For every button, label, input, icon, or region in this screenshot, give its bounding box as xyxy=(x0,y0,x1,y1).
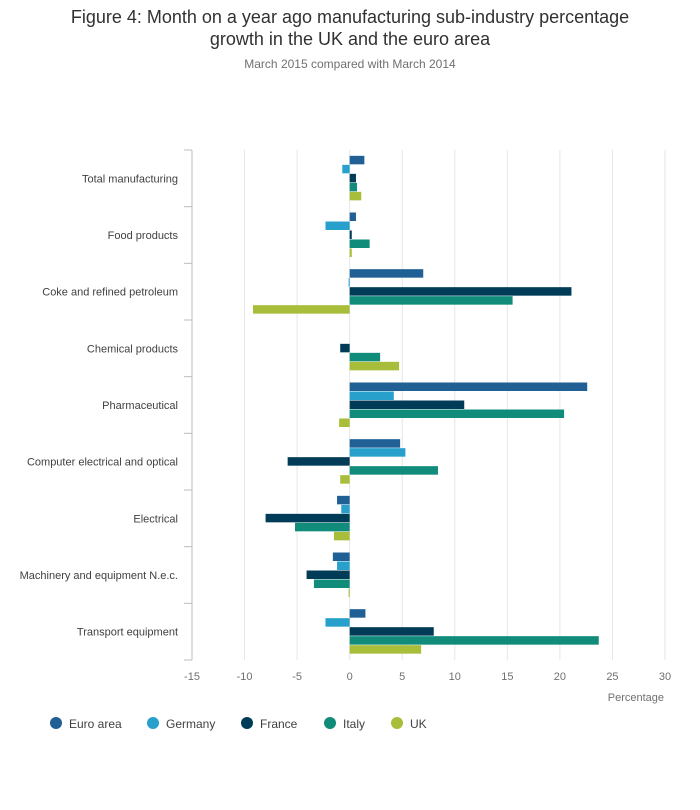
bar xyxy=(349,296,513,305)
bar xyxy=(342,164,350,174)
category-label: Total manufacturing xyxy=(82,173,178,185)
category-label: Machinery and equipment N.e.c. xyxy=(20,570,178,582)
chart-title-line-1: Figure 4: Month on a year ago manufactur… xyxy=(70,7,630,27)
category-label: Pharmaceutical xyxy=(102,400,178,412)
bar xyxy=(349,287,572,296)
x-tick-label: 30 xyxy=(659,671,671,683)
legend-marker xyxy=(147,717,159,729)
axes: -15 -10 -5 0 5 10 15 20 25 30 Total manufacturing F… xyxy=(20,149,671,683)
bar xyxy=(349,439,401,448)
bar xyxy=(313,579,350,588)
bar xyxy=(349,173,356,183)
bar xyxy=(340,475,350,484)
bar xyxy=(349,645,422,654)
bar xyxy=(325,618,350,627)
legend-label: Germany xyxy=(166,717,215,731)
chart-title: Figure 4: Month on a year ago manufactur… xyxy=(0,6,700,50)
x-tick-label: 15 xyxy=(501,671,513,683)
bar xyxy=(349,155,365,165)
bar xyxy=(349,391,394,400)
x-tick-label: 25 xyxy=(606,671,618,683)
bar xyxy=(349,212,356,221)
gridlines xyxy=(244,150,666,660)
bar xyxy=(348,278,350,287)
legend: Euro area Germany France Italy UK xyxy=(50,717,427,731)
bar xyxy=(349,361,400,371)
bar xyxy=(325,221,350,230)
bar xyxy=(295,522,350,532)
bar xyxy=(349,400,465,409)
bar xyxy=(349,269,424,278)
legend-label: UK xyxy=(410,717,427,731)
x-tick-label: -10 xyxy=(237,671,253,683)
category-label: Electrical xyxy=(133,513,178,525)
x-tick-label: 20 xyxy=(554,671,566,683)
legend-label: France xyxy=(260,717,298,731)
bar xyxy=(306,570,350,579)
bar xyxy=(252,305,350,314)
bar xyxy=(349,466,438,475)
bar xyxy=(349,182,358,192)
category-label: Computer electrical and optical xyxy=(27,457,178,469)
bar xyxy=(265,513,350,523)
category-label: Transport equipment xyxy=(77,627,178,639)
category-label: Chemical products xyxy=(87,343,179,355)
bar xyxy=(348,588,350,597)
x-tick-label: -15 xyxy=(184,671,200,683)
bar xyxy=(287,457,350,466)
bar xyxy=(337,561,350,570)
legend-marker xyxy=(241,717,253,729)
legend-marker xyxy=(50,717,62,729)
legend-label: Euro area xyxy=(69,717,122,731)
x-tick-label: 10 xyxy=(449,671,461,683)
x-tick-label: 5 xyxy=(399,671,405,683)
bar xyxy=(332,552,350,561)
bar xyxy=(349,239,370,248)
x-axis-label: Percentage xyxy=(608,692,664,704)
bar xyxy=(340,343,350,353)
category-label: Coke and refined petroleum xyxy=(42,287,178,299)
bar xyxy=(349,191,362,201)
bar xyxy=(349,627,434,636)
bars xyxy=(252,155,599,654)
x-tick-label: -5 xyxy=(292,671,302,683)
chart-subtitle: March 2015 compared with March 2014 xyxy=(244,57,456,71)
legend-marker xyxy=(391,717,403,729)
legend-marker xyxy=(324,717,336,729)
legend-label: Italy xyxy=(343,717,365,731)
bar xyxy=(337,495,350,505)
bar xyxy=(333,531,350,541)
bar xyxy=(349,609,366,618)
bar xyxy=(349,248,352,257)
bar xyxy=(349,409,565,418)
category-label: Food products xyxy=(108,230,179,242)
bar xyxy=(349,352,381,362)
bar xyxy=(349,448,406,457)
chart-title-line-2: growth in the UK and the euro area xyxy=(209,29,491,49)
bar xyxy=(349,382,588,391)
bar xyxy=(339,418,350,427)
bar xyxy=(349,636,599,645)
bar xyxy=(341,504,350,514)
bar xyxy=(349,230,352,239)
x-tick-label: 0 xyxy=(347,671,353,683)
